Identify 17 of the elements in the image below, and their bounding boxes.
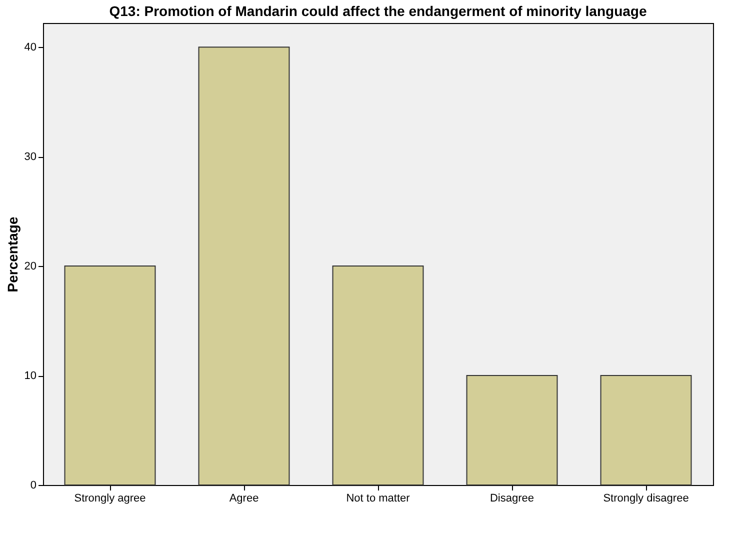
- y-tick-label: 10: [24, 370, 36, 382]
- x-tick-label: Not to matter: [346, 492, 410, 504]
- y-tick-label: 30: [24, 151, 36, 164]
- x-tick-label: Strongly agree: [74, 492, 146, 504]
- x-tick-label: Agree: [229, 492, 259, 504]
- bar: [332, 266, 424, 486]
- y-tick-label: 0: [30, 480, 36, 492]
- y-tick-label: 20: [24, 260, 36, 273]
- y-axis-title: Percentage: [4, 216, 20, 292]
- bar: [466, 375, 558, 486]
- x-tick-label: Disagree: [490, 492, 534, 504]
- bar: [64, 266, 156, 486]
- chart-title: Q13: Promotion of Mandarin could affect the endangerment of minority language: [109, 3, 647, 19]
- bar: [600, 375, 692, 486]
- x-tick-label: Strongly disagree: [603, 492, 689, 504]
- bar: [198, 46, 290, 486]
- y-tick-label: 40: [24, 42, 36, 54]
